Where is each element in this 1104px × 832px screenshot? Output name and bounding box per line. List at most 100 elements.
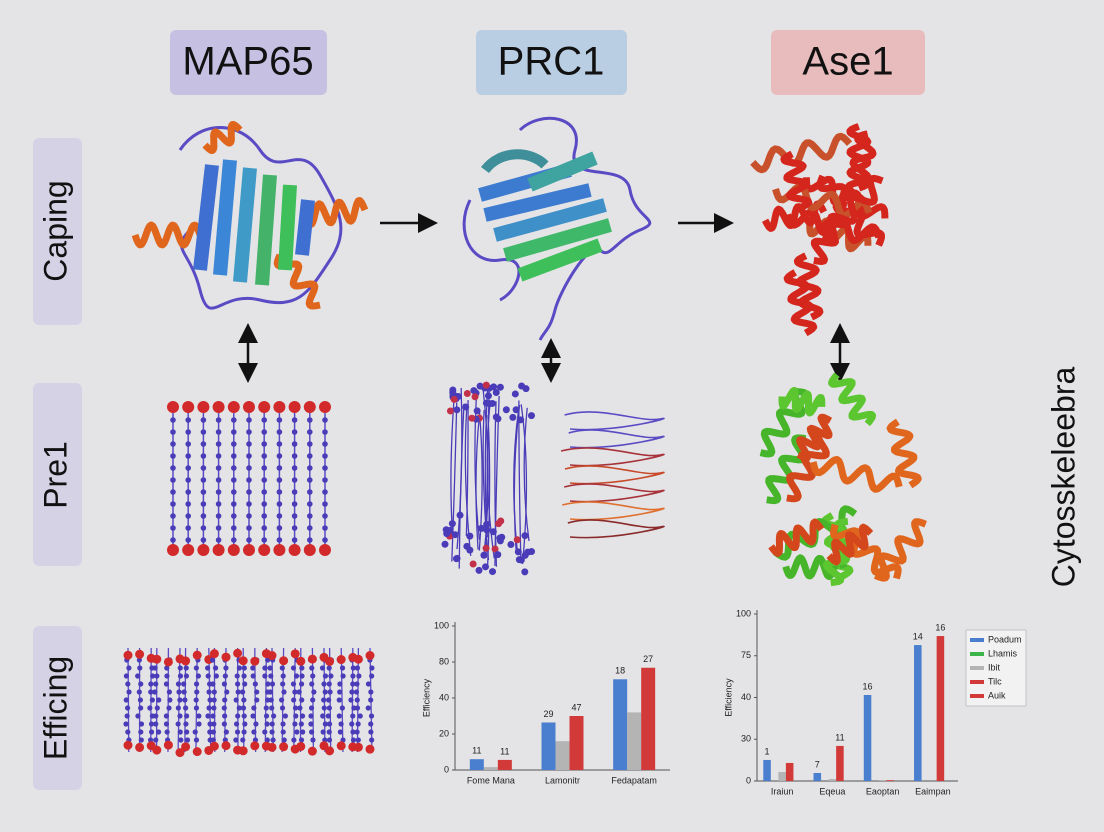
- bead: [166, 705, 172, 711]
- y-tick-label: 40: [439, 692, 449, 702]
- x-tick-label: Lamonitr: [545, 775, 580, 785]
- bead: [135, 713, 141, 719]
- bead: [241, 729, 247, 735]
- bead: [246, 465, 252, 471]
- bead: [246, 525, 252, 531]
- bead: [473, 407, 481, 415]
- helix: [765, 434, 808, 505]
- bead: [336, 713, 342, 719]
- bead: [209, 649, 219, 659]
- helix: [750, 132, 853, 174]
- bead: [170, 489, 176, 495]
- helix: [793, 252, 824, 321]
- bead: [369, 673, 375, 679]
- bar: [469, 759, 484, 770]
- bead: [481, 563, 489, 571]
- column-header: Ase1: [802, 40, 893, 84]
- bead: [353, 654, 363, 664]
- filament: [465, 400, 469, 536]
- bead: [291, 697, 297, 703]
- bead: [212, 665, 219, 671]
- y-tick-label: 40: [741, 692, 751, 702]
- bead: [262, 673, 268, 679]
- bead: [155, 729, 162, 735]
- bead: [185, 513, 191, 519]
- bead: [183, 673, 190, 679]
- legend-swatch: [970, 694, 984, 698]
- bead: [291, 429, 298, 435]
- bead: [238, 746, 248, 756]
- bead: [200, 489, 207, 495]
- bead: [349, 721, 355, 727]
- bead: [254, 697, 260, 703]
- bead: [319, 401, 331, 413]
- bead: [235, 681, 241, 687]
- bead: [135, 673, 141, 679]
- bead: [322, 489, 328, 495]
- bead: [308, 729, 315, 735]
- bead: [175, 681, 182, 687]
- bead: [356, 673, 362, 679]
- bead: [279, 697, 285, 703]
- row-box: [33, 383, 82, 566]
- bead: [281, 689, 287, 695]
- bead: [528, 548, 536, 556]
- bead: [322, 477, 328, 483]
- helix: [782, 554, 848, 580]
- bar: [483, 767, 498, 770]
- bar: [878, 779, 887, 781]
- bead: [215, 489, 222, 495]
- bead: [322, 673, 329, 679]
- bead: [181, 742, 191, 752]
- bar-annotation: 16: [935, 622, 945, 632]
- bead: [322, 429, 328, 435]
- bead: [246, 453, 252, 459]
- bead: [223, 729, 229, 735]
- bead: [279, 742, 289, 752]
- bar: [936, 636, 945, 781]
- strand: [503, 218, 612, 262]
- bead: [350, 737, 357, 743]
- x-tick-label: Iraiun: [771, 786, 794, 796]
- bead: [261, 453, 268, 459]
- bead: [282, 713, 288, 719]
- bar-annotation: 29: [543, 709, 553, 719]
- bar: [569, 716, 584, 770]
- bead: [310, 673, 316, 679]
- bead: [185, 453, 191, 459]
- bead: [320, 713, 326, 719]
- bead: [149, 697, 155, 703]
- bead: [136, 689, 142, 695]
- bead: [322, 453, 328, 459]
- bead: [240, 705, 247, 711]
- bead: [253, 721, 259, 727]
- bead: [183, 665, 189, 671]
- bead: [123, 721, 129, 727]
- bead: [279, 705, 286, 711]
- helix: [830, 523, 902, 580]
- helix: [826, 523, 874, 566]
- bead: [276, 513, 283, 519]
- bead: [307, 746, 317, 756]
- loop: [568, 429, 665, 449]
- bead: [270, 737, 276, 743]
- bead: [368, 713, 375, 719]
- bar: [836, 745, 844, 781]
- bead: [261, 525, 268, 531]
- bead: [527, 412, 535, 420]
- helix: [886, 418, 922, 489]
- bead: [288, 544, 301, 556]
- bead: [240, 737, 246, 743]
- bar: [828, 778, 837, 781]
- bead: [194, 689, 200, 695]
- bead: [184, 737, 191, 743]
- bead: [215, 477, 222, 483]
- bead: [200, 477, 207, 483]
- bead: [267, 651, 277, 661]
- bead: [521, 532, 529, 540]
- bead: [350, 713, 356, 719]
- bead: [234, 673, 240, 679]
- bead: [502, 406, 510, 414]
- bar-annotation: 47: [571, 702, 581, 712]
- bead: [350, 681, 356, 687]
